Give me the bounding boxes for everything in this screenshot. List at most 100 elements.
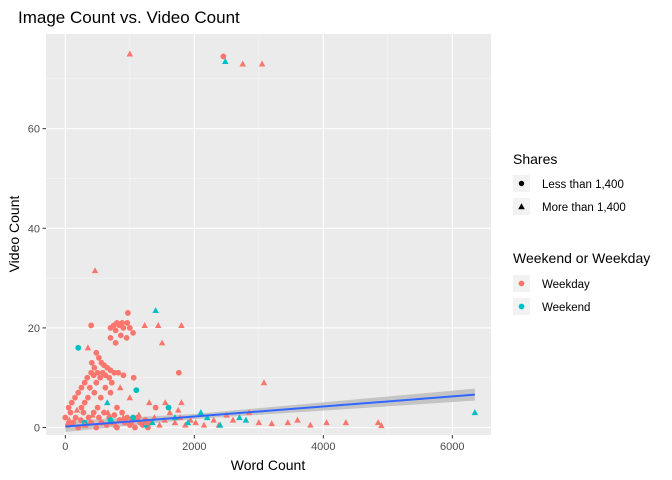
- data-point: [145, 399, 153, 406]
- data-point: [93, 424, 100, 431]
- data-point: [115, 369, 122, 376]
- data-point: [95, 414, 102, 421]
- data-point: [91, 267, 99, 274]
- data-point: [65, 404, 72, 411]
- data-point: [236, 414, 243, 421]
- data-point: [154, 322, 162, 328]
- data-points: [62, 50, 479, 431]
- data-point: [91, 364, 98, 371]
- x-tick-label: 6000: [440, 441, 464, 453]
- legend-weekday-title: Weekend or Weekday: [513, 250, 650, 266]
- legend-weekday-swatch: [518, 280, 525, 287]
- x-tick-label: 2000: [182, 441, 206, 453]
- data-point: [85, 394, 91, 401]
- data-point: [239, 60, 246, 67]
- data-point: [229, 416, 237, 423]
- chart-title: Image Count vs. Video Count: [18, 8, 240, 27]
- data-point: [133, 387, 140, 394]
- data-point: [126, 50, 134, 57]
- data-point: [90, 372, 97, 379]
- data-point: [307, 421, 314, 428]
- data-point: [141, 322, 148, 328]
- data-point: [268, 420, 275, 427]
- data-point: [75, 344, 82, 351]
- data-point: [107, 325, 114, 331]
- data-point: [88, 359, 95, 366]
- data-point: [158, 339, 166, 346]
- data-point: [89, 411, 96, 418]
- data-point: [120, 325, 127, 331]
- legend: Shares Less than 1,400 More than 1,400 W…: [513, 151, 650, 315]
- data-point: [378, 422, 385, 429]
- x-axis-title: Word Count: [231, 457, 306, 473]
- data-point: [73, 406, 81, 413]
- data-point: [91, 389, 98, 396]
- data-point: [471, 409, 479, 416]
- data-point: [93, 349, 100, 356]
- data-point: [175, 369, 182, 376]
- data-point: [156, 421, 163, 428]
- data-point: [149, 419, 156, 426]
- trend-line: [65, 393, 475, 428]
- data-point: [68, 399, 75, 406]
- data-point: [62, 414, 69, 421]
- data-point: [104, 399, 111, 406]
- data-point: [107, 389, 114, 396]
- data-point: [152, 307, 159, 314]
- data-point: [81, 379, 88, 386]
- data-point: [222, 57, 229, 64]
- x-tick-label: 4000: [311, 441, 335, 453]
- data-point: [204, 414, 211, 421]
- y-tick-label: 40: [28, 223, 40, 235]
- data-point: [108, 379, 115, 386]
- data-point: [119, 409, 126, 416]
- data-point: [72, 414, 79, 421]
- data-point: [178, 322, 185, 328]
- data-point: [258, 60, 266, 67]
- plot-panel: [46, 34, 491, 435]
- legend-circle-icon: [518, 180, 525, 187]
- data-point: [116, 384, 124, 391]
- data-point: [120, 414, 127, 421]
- data-point: [130, 374, 137, 381]
- data-point: [78, 404, 85, 411]
- data-point: [143, 419, 150, 426]
- data-point: [107, 334, 114, 341]
- data-point: [94, 404, 101, 411]
- data-point: [124, 320, 131, 326]
- data-point: [284, 419, 292, 426]
- data-point: [374, 419, 382, 426]
- data-point: [88, 322, 95, 329]
- data-point: [152, 404, 159, 411]
- y-axis-title: Video Count: [6, 195, 22, 272]
- data-point: [112, 339, 119, 346]
- data-point: [165, 404, 172, 411]
- data-point: [72, 394, 78, 401]
- data-point: [120, 372, 127, 379]
- legend-label-weekday: Weekday: [542, 279, 590, 291]
- data-point: [75, 389, 82, 396]
- data-point: [135, 411, 143, 418]
- data-point: [260, 379, 268, 386]
- y-tick-label: 20: [28, 323, 40, 335]
- data-point: [102, 384, 109, 391]
- data-point: [162, 399, 169, 406]
- data-point: [166, 409, 174, 416]
- data-point: [95, 354, 102, 361]
- data-point: [216, 421, 224, 428]
- data-point: [80, 409, 87, 416]
- data-point: [86, 384, 93, 391]
- data-point: [342, 419, 350, 426]
- data-point: [67, 409, 74, 416]
- trend-line-layer: [65, 393, 475, 428]
- data-point: [112, 421, 119, 428]
- data-point: [97, 394, 104, 401]
- data-point: [171, 419, 179, 426]
- data-point: [114, 404, 120, 411]
- data-point: [184, 419, 192, 426]
- data-point: [126, 325, 133, 331]
- y-tick-label: 0: [34, 423, 40, 435]
- data-point: [81, 399, 88, 406]
- data-point: [242, 416, 250, 423]
- data-point: [294, 416, 301, 423]
